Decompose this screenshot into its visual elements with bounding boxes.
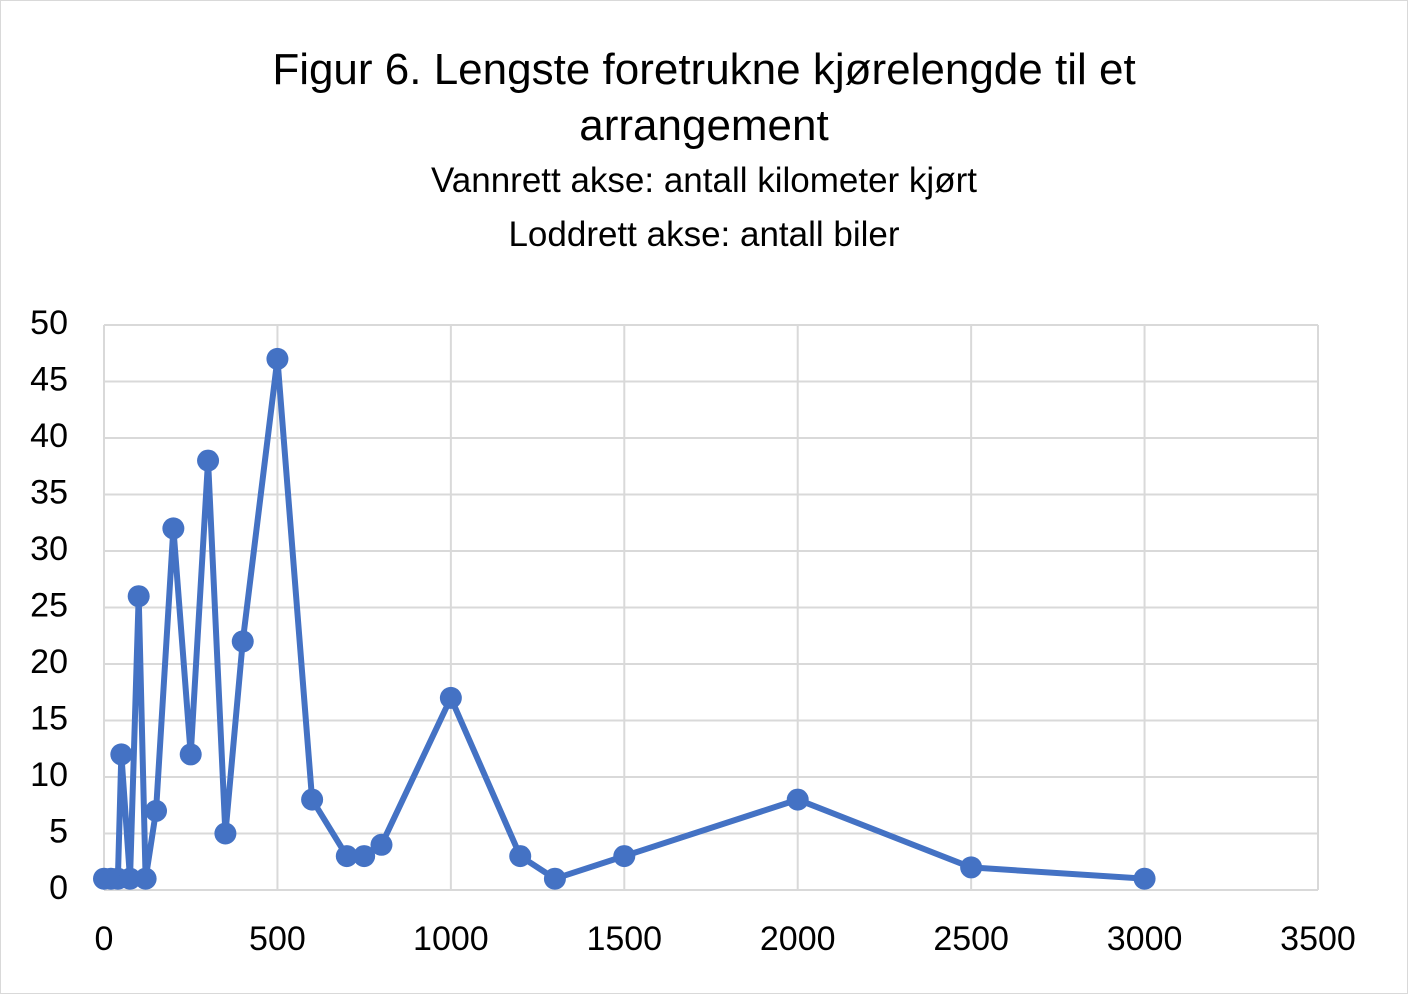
y-tick-label: 5 <box>49 812 68 850</box>
chart-subtitle: Vannrett akse: antall kilometer kjørt <box>431 161 977 200</box>
x-tick-label: 1000 <box>413 920 489 958</box>
y-tick-label: 0 <box>49 869 68 907</box>
y-tick-label: 15 <box>30 699 68 737</box>
y-tick-label: 40 <box>30 417 68 455</box>
y-tick-label: 20 <box>30 643 68 681</box>
x-tick-label: 3500 <box>1280 920 1356 958</box>
data-point <box>543 867 566 890</box>
chart-header: Figur 6. Lengste foretrukne kjørelengde … <box>204 42 1204 262</box>
data-point <box>127 585 150 608</box>
data-point <box>134 867 157 890</box>
data-point <box>301 788 324 811</box>
y-tick-label: 35 <box>30 473 68 511</box>
x-tick-label: 2000 <box>760 920 836 958</box>
chart-title: Figur 6. Lengste foretrukne kjørelengde … <box>272 45 1136 150</box>
data-point <box>231 630 254 653</box>
y-tick-label: 50 <box>30 304 68 342</box>
y-tick-label: 30 <box>30 530 68 568</box>
data-point <box>786 788 809 811</box>
x-tick-label: 3000 <box>1107 920 1183 958</box>
data-point <box>370 833 393 856</box>
data-point <box>353 845 376 868</box>
x-tick-label: 0 <box>95 920 114 958</box>
data-point <box>197 449 220 472</box>
data-point <box>509 845 532 868</box>
data-point <box>110 743 133 766</box>
y-tick-label: 45 <box>30 360 68 398</box>
data-point <box>119 867 142 890</box>
data-point <box>335 845 358 868</box>
data-point <box>266 347 289 370</box>
chart-subtitle: Loddrett akse: antall biler <box>508 215 900 254</box>
x-tick-label: 2500 <box>933 920 1009 958</box>
data-point <box>214 822 237 845</box>
data-point <box>1133 867 1156 890</box>
data-point <box>613 845 636 868</box>
data-point <box>439 686 462 709</box>
data-point <box>179 743 202 766</box>
data-point <box>162 517 185 540</box>
y-tick-label: 25 <box>30 586 68 624</box>
x-tick-label: 500 <box>249 920 306 958</box>
data-point <box>960 856 983 879</box>
y-tick-label: 10 <box>30 756 68 794</box>
x-tick-label: 1500 <box>586 920 662 958</box>
data-point <box>145 799 168 822</box>
